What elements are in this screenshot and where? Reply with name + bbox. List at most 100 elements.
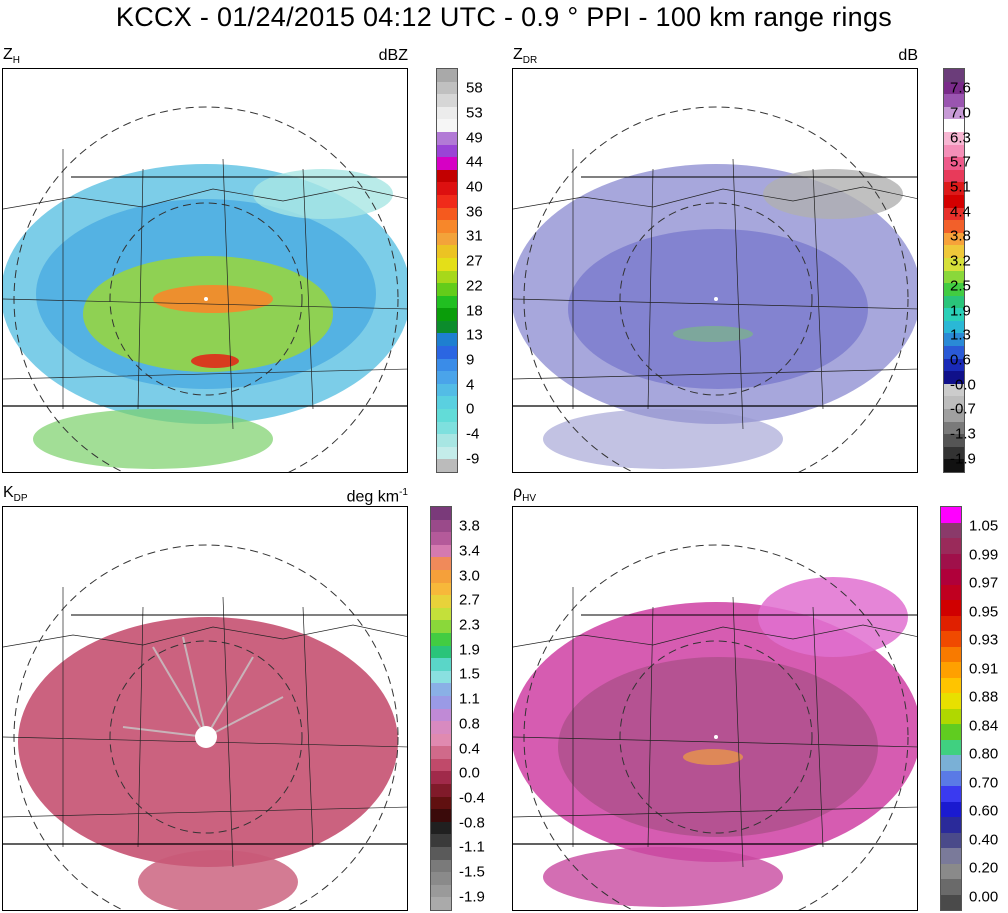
- zh-colorbar-segment: [437, 320, 457, 334]
- kdp-tick-label: 0.0: [459, 764, 480, 782]
- zdr-colorbar-segment: [944, 144, 964, 158]
- zh-colorbar-segment: [437, 245, 457, 258]
- zh-colorbar-segment: [437, 207, 457, 221]
- zdr-colorbar: [943, 68, 965, 473]
- zdr-colorbar-segment: [944, 371, 964, 384]
- rhohv-tick-label: 0.93: [969, 631, 999, 649]
- zdr-panel-label: ZDR: [513, 46, 538, 67]
- zh-tick-label: 44: [466, 153, 483, 171]
- zh-tick-label: 0: [466, 400, 475, 418]
- zh-tick-label: -4: [466, 425, 480, 443]
- zh-colorbar-segment: [437, 69, 457, 82]
- rhohv-colorbar: [940, 506, 962, 911]
- kdp-tick-label: 0.4: [459, 740, 480, 758]
- rhohv-colorbar-segment: [941, 724, 961, 740]
- zh-colorbar-segment: [437, 421, 457, 435]
- zdr-colorbar-segment: [944, 169, 964, 183]
- zh-panel-label: ZH: [3, 46, 21, 67]
- rhohv-colorbar-segment: [941, 863, 961, 879]
- rhohv-tick-label: 0.20: [969, 859, 999, 877]
- zdr-colorbar-segment: [944, 232, 964, 246]
- rhohv-tick-label: 0.97: [969, 574, 999, 592]
- rhohv-map-svg: [513, 544, 917, 910]
- kdp-tick-label: 2.3: [459, 616, 480, 634]
- zdr-tick-label: -0.0: [950, 376, 976, 394]
- zh-colorbar-segment: [437, 131, 457, 145]
- rhohv-colorbar-segment: [941, 770, 961, 786]
- kdp-tick-label: 3.8: [459, 517, 480, 535]
- rhohv-tick-label: 0.88: [969, 688, 999, 706]
- zdr-colorbar-segment: [944, 434, 964, 447]
- zh-colorbar-segment: [437, 409, 457, 422]
- zh-colorbar-segment: [437, 182, 457, 195]
- rhohv-tick-label: 0.91: [969, 660, 999, 678]
- zdr-colorbar-segment: [944, 383, 964, 397]
- kdp-colorbar-segment: [431, 569, 451, 583]
- zh-colorbar-segment: [437, 459, 457, 472]
- rhohv-panel-label: ρHV: [513, 484, 537, 505]
- zdr-colorbar-segment: [944, 157, 964, 170]
- zdr-colorbar-segment: [944, 182, 964, 195]
- zh-colorbar-segment: [437, 371, 457, 384]
- kdp-tick-label: 1.5: [459, 665, 480, 683]
- zh-colorbar-segment: [437, 119, 457, 132]
- zh-tick-label: 13: [466, 326, 483, 344]
- kdp-tick-label: 0.8: [459, 715, 480, 733]
- zdr-colorbar-segment: [944, 283, 964, 296]
- zh-tick-label: 53: [466, 104, 483, 122]
- kdp-colorbar-segment: [431, 532, 451, 545]
- kdp-colorbar-segment: [431, 632, 451, 646]
- zh-colorbar-segment: [437, 308, 457, 321]
- rhohv-colorbar-segment: [941, 801, 961, 817]
- rhohv-tick-label: 0.70: [969, 774, 999, 792]
- zh-unit-label: dBZ: [378, 47, 408, 64]
- zdr-colorbar-segment: [944, 320, 964, 334]
- kdp-tick-label: -1.5: [459, 863, 485, 881]
- kdp-colorbar-segment: [431, 771, 451, 785]
- zh-tick-label: 31: [466, 227, 483, 245]
- zh-colorbar-segment: [437, 295, 457, 309]
- zh-colorbar-segment: [437, 81, 457, 95]
- zh-tick-label: 40: [466, 178, 483, 196]
- zdr-radar-map: [512, 68, 918, 473]
- zdr-colorbar-segment: [944, 270, 964, 284]
- kdp-unit-label: deg km-1: [346, 487, 408, 506]
- rhohv-tick-label: 0.84: [969, 717, 999, 735]
- kdp-tick-label: -1.9: [459, 888, 485, 906]
- rhohv-tick-label: 0.99: [969, 546, 999, 564]
- rhohv-tick-label: 0.60: [969, 802, 999, 820]
- zh-colorbar-segment: [437, 358, 457, 372]
- rhohv-colorbar-segment: [941, 553, 961, 569]
- zdr-tick-label: 4.4: [950, 203, 971, 221]
- kdp-colorbar-segment: [431, 544, 451, 558]
- kdp-colorbar-segment: [431, 620, 451, 633]
- kdp-colorbar-segment: [431, 721, 451, 734]
- kdp-colorbar-segment: [431, 796, 451, 810]
- rhohv-colorbar-segment: [941, 522, 961, 538]
- zdr-tick-label: 3.8: [950, 227, 971, 245]
- zh-tick-label: 36: [466, 203, 483, 221]
- zdr-colorbar-segment: [944, 207, 964, 221]
- figure-title: KCCX - 01/24/2015 04:12 UTC - 0.9 ° PPI …: [115, 2, 893, 32]
- kdp-colorbar-segment: [431, 884, 451, 898]
- zdr-tick-label: 1.3: [950, 326, 971, 344]
- zdr-colorbar-segment: [944, 308, 964, 321]
- kdp-colorbar-segment: [431, 708, 451, 722]
- zdr-colorbar-segment: [944, 446, 964, 460]
- zh-colorbar-segment: [437, 220, 457, 233]
- rhohv-radar-map: [512, 506, 918, 911]
- zh-tick-label: 49: [466, 129, 483, 147]
- kdp-colorbar-segment: [431, 872, 451, 885]
- zh-colorbar-segment: [437, 194, 457, 208]
- rhohv-tick-label: 0.95: [969, 603, 999, 621]
- zh-colorbar-segment: [437, 157, 457, 170]
- kdp-tick-label: 3.0: [459, 567, 480, 585]
- kdp-tick-label: 1.9: [459, 641, 480, 659]
- rhohv-colorbar-segment: [941, 569, 961, 585]
- zh-colorbar-segment: [437, 434, 457, 447]
- zh-radar-map: [2, 68, 408, 473]
- zh-colorbar-segment: [437, 232, 457, 246]
- zh-tick-label: 4: [466, 376, 475, 394]
- kdp-colorbar-segment: [431, 557, 451, 570]
- zdr-colorbar-segment: [944, 220, 964, 233]
